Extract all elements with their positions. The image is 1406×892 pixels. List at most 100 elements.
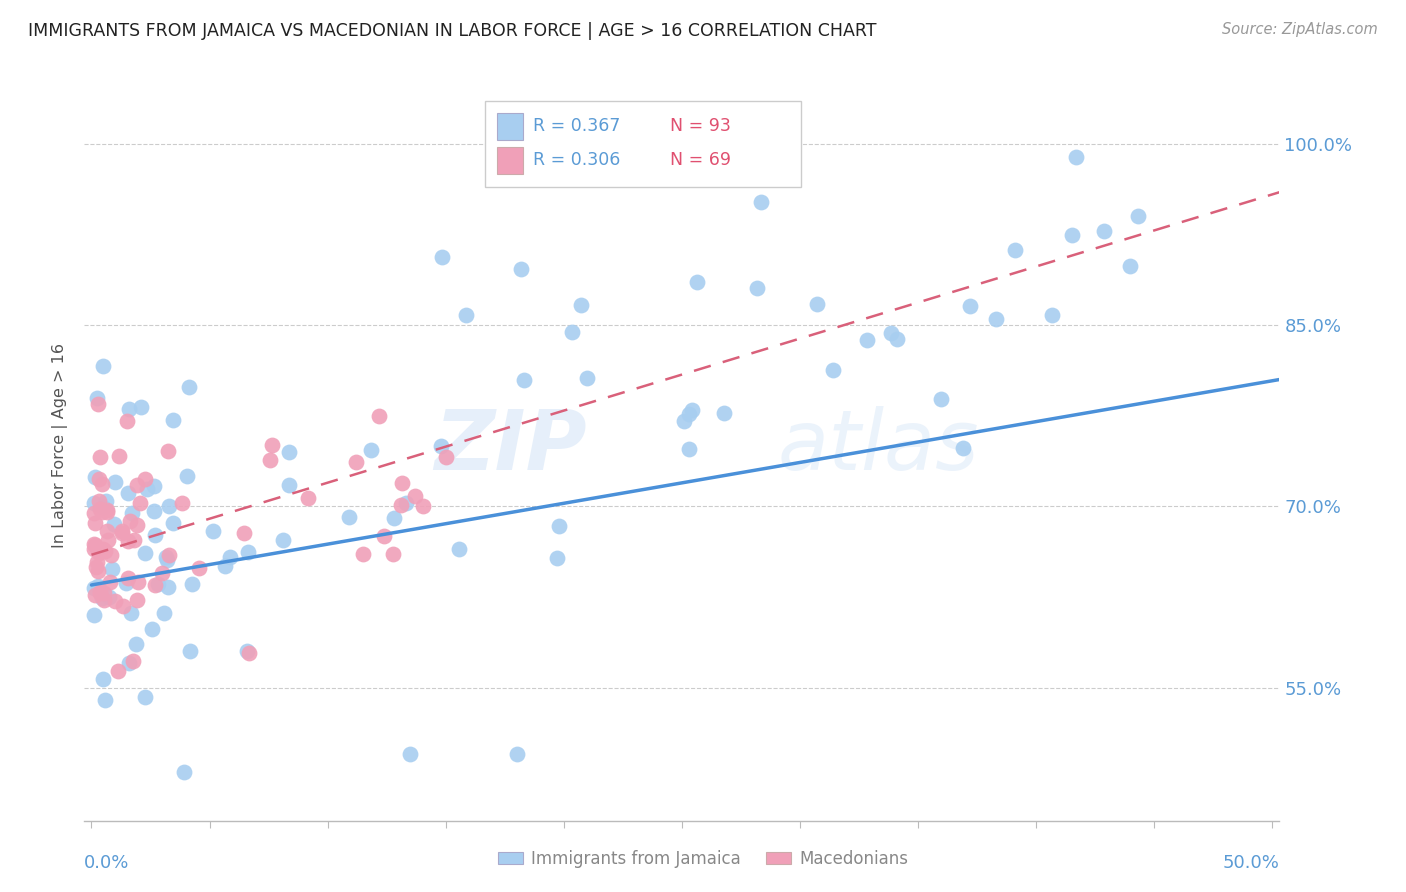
Point (101, 561, 124, 575)
Text: 0.0%: 0.0% (84, 855, 129, 872)
Point (1004, 243, 1026, 257)
Point (373, 528, 395, 542)
Point (382, 511, 405, 525)
Point (134, 546, 156, 560)
Point (125, 518, 148, 533)
Point (404, 489, 426, 503)
Point (83, 506, 105, 520)
Point (127, 575, 149, 590)
Point (277, 444, 299, 458)
Point (117, 571, 139, 585)
Point (238, 646, 260, 660)
Point (86, 556, 108, 570)
Point (83, 470, 105, 484)
Y-axis label: In Labor Force | Age > 16: In Labor Force | Age > 16 (52, 343, 69, 549)
Point (143, 528, 166, 542)
Point (155, 549, 177, 564)
Point (170, 496, 193, 510)
Point (434, 450, 457, 465)
Point (399, 747, 422, 761)
Point (86, 397, 108, 411)
FancyBboxPatch shape (485, 102, 801, 187)
Point (120, 606, 142, 620)
Point (236, 545, 259, 559)
Point (111, 526, 134, 541)
Point (143, 479, 166, 493)
Point (136, 482, 159, 496)
Point (104, 475, 127, 489)
Point (125, 592, 148, 607)
Point (713, 406, 735, 420)
Point (91, 359, 114, 374)
Point (87, 493, 110, 508)
Point (337, 510, 360, 524)
Point (90, 476, 112, 491)
Point (389, 498, 412, 512)
Point (87, 472, 110, 486)
Point (232, 525, 254, 540)
FancyBboxPatch shape (496, 113, 523, 140)
Point (430, 251, 453, 265)
Point (430, 439, 453, 453)
Point (952, 441, 974, 455)
FancyBboxPatch shape (496, 147, 523, 174)
Point (880, 326, 903, 340)
Point (218, 550, 240, 565)
Point (114, 576, 136, 591)
Point (94, 494, 117, 508)
Point (96, 502, 118, 516)
Point (1092, 224, 1115, 238)
Text: R = 0.367: R = 0.367 (533, 117, 620, 135)
Point (153, 606, 176, 620)
Point (806, 297, 828, 311)
Point (91, 505, 114, 519)
Point (156, 553, 179, 567)
Point (173, 765, 195, 780)
Text: Source: ZipAtlas.com: Source: ZipAtlas.com (1222, 22, 1378, 37)
Point (117, 533, 139, 548)
Point (188, 560, 211, 574)
Point (93, 586, 115, 600)
Point (89, 585, 111, 599)
Point (751, 195, 773, 210)
Point (1062, 227, 1084, 242)
Point (546, 551, 568, 566)
Point (157, 549, 180, 563)
Point (87, 579, 110, 593)
Text: ZIP: ZIP (433, 406, 586, 486)
Point (89, 450, 111, 465)
Text: N = 69: N = 69 (671, 151, 731, 169)
Point (391, 475, 413, 490)
Point (87, 564, 110, 578)
Point (367, 409, 389, 423)
Point (382, 547, 405, 561)
Point (686, 275, 709, 289)
Point (83, 581, 105, 595)
Point (150, 566, 173, 581)
Text: 50.0%: 50.0% (1223, 855, 1279, 872)
Point (89, 502, 111, 516)
Point (259, 453, 281, 467)
Point (273, 533, 295, 548)
Point (128, 496, 150, 510)
Point (83, 607, 105, 622)
Point (89, 586, 111, 600)
Point (157, 443, 180, 458)
Point (673, 414, 696, 428)
Point (162, 516, 184, 530)
Point (1126, 210, 1149, 224)
Point (1064, 150, 1087, 164)
Point (678, 407, 700, 421)
Point (118, 402, 141, 417)
Point (93, 593, 115, 607)
Legend: Immigrants from Jamaica, Macedonians: Immigrants from Jamaica, Macedonians (491, 844, 915, 875)
Point (157, 581, 180, 595)
Point (93, 500, 115, 515)
Point (454, 308, 477, 322)
Point (134, 690, 156, 704)
Point (513, 373, 536, 387)
Point (134, 472, 156, 486)
Point (83, 537, 105, 551)
Point (83, 496, 105, 510)
Point (87, 546, 110, 560)
